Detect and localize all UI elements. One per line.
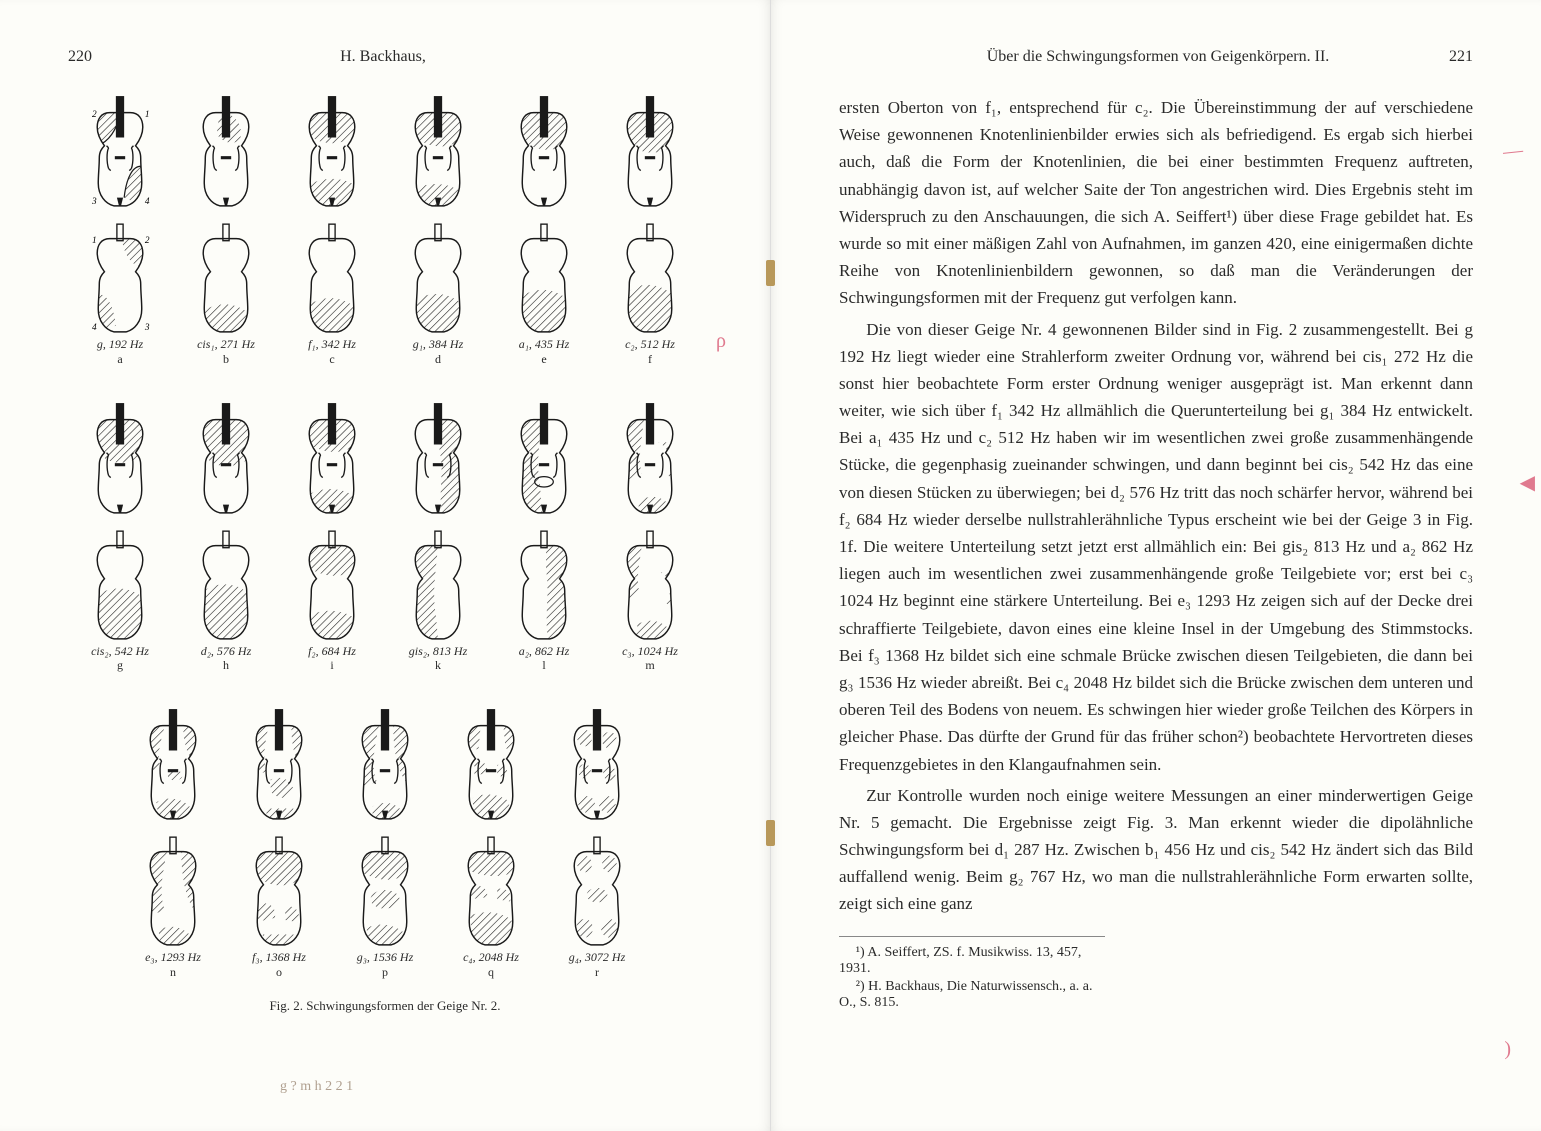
violin-cell: g₃, 1536 Hzp [343, 833, 427, 980]
violin-cell: c₃, 1024 Hzm [608, 527, 692, 674]
binding-staple [767, 820, 775, 846]
handwritten-annotation: — [1502, 139, 1524, 164]
violin-cell [237, 707, 321, 823]
svg-text:3: 3 [144, 323, 150, 333]
violin-row: 2 1 3 4 [78, 94, 692, 210]
page-number: 221 [1449, 48, 1473, 66]
violin-caption: c₃, 1024 Hzm [622, 645, 678, 674]
running-author: H. Backhaus, [92, 48, 674, 66]
violin-cell: 2 1 3 4 [78, 94, 162, 210]
violin-cell [396, 94, 480, 210]
violin-caption: e₃, 1293 Hzn [145, 951, 201, 980]
footnote: ¹) A. Seiffert, ZS. f. Musikwiss. 13, 45… [839, 945, 1105, 977]
violin-cell [502, 94, 586, 210]
violin-cell [184, 401, 268, 517]
violin-cell [555, 707, 639, 823]
violin-caption: d₂, 576 Hzh [201, 645, 252, 674]
page-left: 220 H. Backhaus, 2 [0, 0, 771, 1131]
violin-row [78, 401, 692, 517]
violin-cell: e₃, 1293 Hzn [131, 833, 215, 980]
violin-caption: c₄, 2048 Hzq [463, 951, 519, 980]
violin-cell: cis₁, 271 Hzb [184, 220, 268, 367]
paragraph: ersten Oberton von f₁, entsprechend für … [839, 94, 1473, 312]
violin-row: 1 2 4 3 g, 192 Hza cis₁, 271 Hzb [78, 220, 692, 367]
violin-caption: f₁, 342 Hzc [308, 338, 356, 367]
violin-caption: gis₂, 813 Hzk [409, 645, 468, 674]
violin-cell [343, 707, 427, 823]
violin-caption: cis₂, 542 Hzg [91, 645, 149, 674]
pencil-annotation: g ? m h 2 2 1 [280, 1079, 353, 1095]
violin-cell: f₃, 1368 Hzo [237, 833, 321, 980]
handwritten-annotation: ◀ [1520, 470, 1535, 495]
violin-caption: g, 192 Hza [97, 338, 143, 367]
page-right: Über die Schwingungsformen von Geigenkör… [771, 0, 1541, 1131]
violin-cell: f₂, 684 Hzi [290, 527, 374, 674]
violin-cell: c₄, 2048 Hzq [449, 833, 533, 980]
figure-2: 2 1 3 4 [68, 94, 702, 1014]
handwritten-annotation: ρ [716, 330, 726, 353]
violin-cell: cis₂, 542 Hzg [78, 527, 162, 674]
violin-caption: f₃, 1368 Hzo [252, 951, 306, 980]
violin-cell: a₂, 862 Hzl [502, 527, 586, 674]
violin-cell: 1 2 4 3 g, 192 Hza [78, 220, 162, 367]
violin-cell [608, 401, 692, 517]
svg-text:3: 3 [91, 197, 97, 207]
svg-text:1: 1 [92, 236, 97, 246]
violin-cell [78, 401, 162, 517]
violin-cell [131, 707, 215, 823]
paragraph: Zur Kontrolle wurden noch einige weitere… [839, 782, 1473, 918]
violin-cell: g₁, 384 Hzd [396, 220, 480, 367]
binding-staple [767, 260, 775, 286]
violin-caption: f₂, 684 Hzi [308, 645, 356, 674]
violin-cell: g₄, 3072 Hzr [555, 833, 639, 980]
violin-caption: g₄, 3072 Hzr [569, 951, 626, 980]
violin-caption: g₁, 384 Hzd [413, 338, 464, 367]
running-head-left: 220 H. Backhaus, [68, 48, 702, 66]
violin-cell [290, 401, 374, 517]
violin-cell: c₂, 512 Hzf [608, 220, 692, 367]
violin-cell [608, 94, 692, 210]
violin-cell [184, 94, 268, 210]
footnote: ²) H. Backhaus, Die Naturwissensch., a. … [839, 979, 1105, 1011]
handwritten-annotation: ) [1504, 1038, 1511, 1061]
paragraph: Die von dieser Geige Nr. 4 gewonnenen Bi… [839, 316, 1473, 778]
violin-caption: a₁, 435 Hze [519, 338, 570, 367]
running-head-right: Über die Schwingungsformen von Geigenkör… [839, 48, 1473, 66]
svg-text:4: 4 [92, 323, 97, 333]
violin-caption: c₂, 512 Hzf [625, 338, 675, 367]
body-text: ersten Oberton von f₁, entsprechend für … [839, 94, 1473, 918]
violin-cell: gis₂, 813 Hzk [396, 527, 480, 674]
figure-caption: Fig. 2. Schwingungsformen der Geige Nr. … [269, 998, 500, 1014]
svg-text:1: 1 [145, 110, 150, 120]
violin-cell [290, 94, 374, 210]
violin-row: e₃, 1293 Hzn f₃, 1368 Hzo g₃, 1536 Hzp c… [131, 833, 639, 980]
violin-caption: cis₁, 271 Hzb [197, 338, 255, 367]
page-number: 220 [68, 48, 92, 66]
violin-row [131, 707, 639, 823]
violin-cell: a₁, 435 Hze [502, 220, 586, 367]
book-spread: 220 H. Backhaus, 2 [0, 0, 1541, 1131]
svg-text:4: 4 [145, 197, 150, 207]
violin-cell [396, 401, 480, 517]
violin-row: cis₂, 542 Hzg d₂, 576 Hzh f₂, 684 Hzi gi… [78, 527, 692, 674]
svg-text:2: 2 [92, 110, 97, 120]
svg-text:2: 2 [145, 236, 150, 246]
violin-caption: a₂, 862 Hzl [519, 645, 570, 674]
violin-cell: d₂, 576 Hzh [184, 527, 268, 674]
violin-cell [449, 707, 533, 823]
violin-cell [502, 401, 586, 517]
running-title: Über die Schwingungsformen von Geigenkör… [867, 48, 1449, 66]
footnotes: ¹) A. Seiffert, ZS. f. Musikwiss. 13, 45… [839, 936, 1105, 1011]
violin-cell: f₁, 342 Hzc [290, 220, 374, 367]
violin-caption: g₃, 1536 Hzp [357, 951, 414, 980]
